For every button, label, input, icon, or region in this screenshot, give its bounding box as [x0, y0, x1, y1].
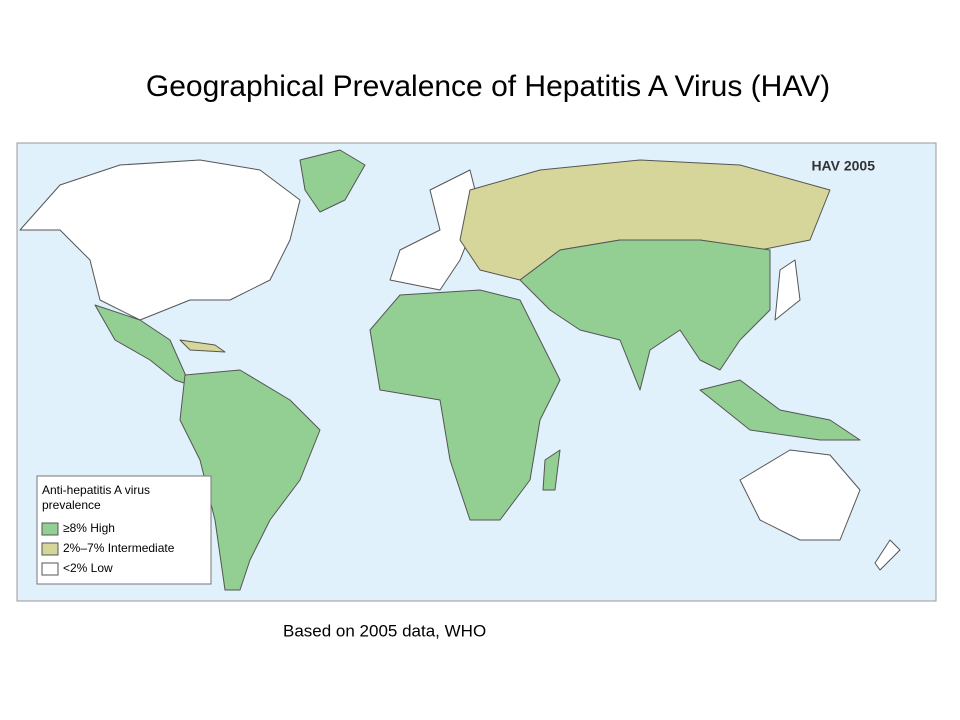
legend-label: 2%–7% Intermediate — [63, 541, 175, 555]
north-america — [19, 159, 301, 321]
indonesia — [699, 379, 861, 441]
legend-label: <2% Low — [63, 561, 113, 575]
madagascar — [542, 449, 561, 491]
legend-swatch — [41, 562, 59, 576]
legend-title: Anti-hepatitis A virus — [42, 483, 150, 497]
greenland — [299, 149, 366, 213]
legend-box — [36, 475, 212, 585]
slide-title: Geographical Prevalence of Hepatitis A V… — [146, 70, 830, 103]
asia — [519, 239, 771, 391]
map-label: HAV 2005 — [811, 158, 875, 174]
legend-title: prevalence — [42, 498, 101, 512]
central-america — [94, 304, 191, 386]
legend-swatch — [41, 542, 59, 556]
map — [19, 149, 901, 591]
new-zealand — [874, 539, 901, 571]
western-europe — [389, 169, 481, 291]
australia — [739, 449, 861, 541]
africa — [369, 289, 561, 521]
japan — [774, 259, 801, 321]
legend-label: ≥8% High — [63, 521, 115, 535]
legend-swatch — [41, 522, 59, 536]
south-america — [179, 369, 321, 591]
caribbean — [179, 339, 226, 353]
caption: Based on 2005 data, WHO — [283, 621, 486, 640]
